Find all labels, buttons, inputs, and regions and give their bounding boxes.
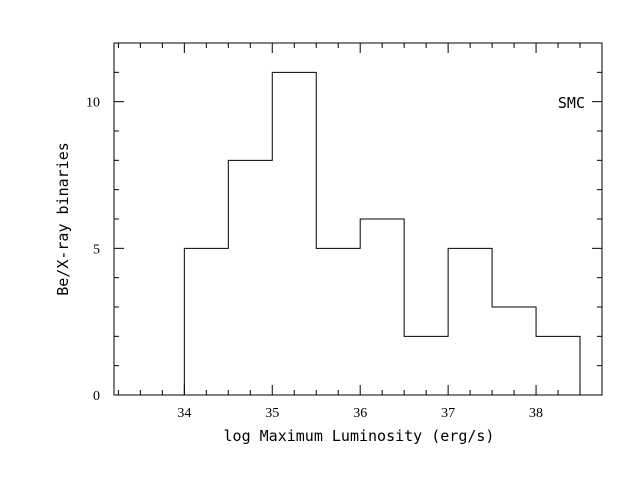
plot-frame <box>113 42 603 396</box>
x-tick-label: 38 <box>529 406 543 421</box>
histogram-outline <box>183 71 581 395</box>
y-axis-label: Be/X-ray binaries <box>54 142 72 296</box>
y-tick-label: 10 <box>86 96 100 111</box>
y-tick-labels: 0 5 10 <box>86 96 100 404</box>
y-tick-label: 0 <box>93 389 100 404</box>
x-tick-label: 35 <box>265 406 279 421</box>
annotation-smc: SMC <box>558 94 585 112</box>
y-tick-label: 5 <box>93 242 100 257</box>
x-tick-labels: 34 35 36 37 38 <box>177 406 543 421</box>
x-tick-label: 37 <box>441 406 455 421</box>
x-tick-label: 36 <box>353 406 367 421</box>
x-axis-label: log Maximum Luminosity (erg/s) <box>224 427 495 445</box>
axis-ticks <box>114 42 603 396</box>
x-tick-label: 34 <box>177 406 191 421</box>
